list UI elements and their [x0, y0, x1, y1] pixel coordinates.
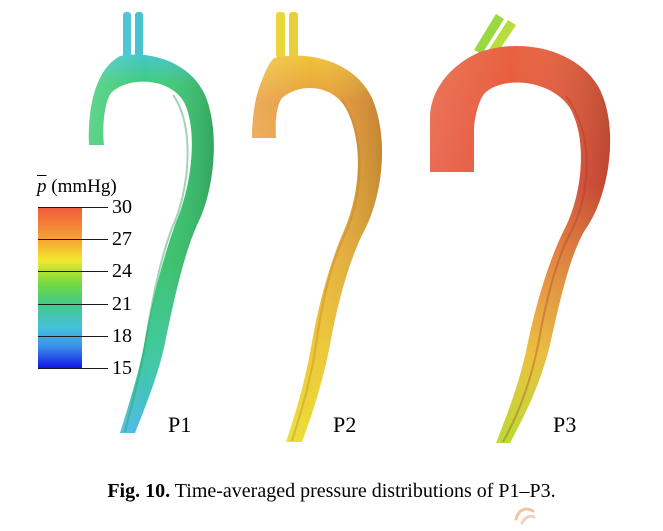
pressure-symbol: p — [37, 176, 47, 197]
panel-label-p2: P2 — [333, 412, 357, 437]
tick-line — [38, 271, 108, 272]
tick-line — [38, 239, 108, 240]
tick-label: 15 — [112, 357, 132, 379]
aorta-model-p1 — [88, 12, 214, 433]
aorta-model-p2 — [252, 12, 383, 443]
panel-label-p3: P3 — [553, 412, 577, 437]
tick-label: 30 — [112, 196, 132, 218]
colorbar-title: p (mmHg) — [37, 177, 117, 196]
tick-label: 24 — [112, 260, 132, 282]
tick-label: 18 — [112, 325, 132, 347]
aorta-model-p3 — [430, 14, 611, 443]
tick-line — [38, 304, 108, 305]
tick-line — [38, 368, 108, 369]
tick-line — [38, 207, 108, 208]
figure-number: Fig. 10. — [107, 480, 171, 502]
caption-text: Time-averaged pressure distributions of … — [170, 480, 556, 502]
tick-line — [38, 336, 108, 337]
tick-label: 21 — [112, 293, 132, 315]
watermark-icon — [514, 507, 536, 525]
figure-caption: Fig. 10. Time-averaged pressure distribu… — [0, 479, 663, 503]
panel-label-p1: P1 — [168, 412, 192, 437]
tick-label: 27 — [112, 228, 132, 250]
colorbar — [38, 207, 82, 369]
pressure-unit: (mmHg) — [51, 176, 117, 197]
colorbar-ticks: 30 27 24 21 18 15 — [38, 197, 132, 378]
figure-image: P1 P2 P3 p (mmHg) 30 27 24 21 18 15 — [37, 12, 611, 443]
